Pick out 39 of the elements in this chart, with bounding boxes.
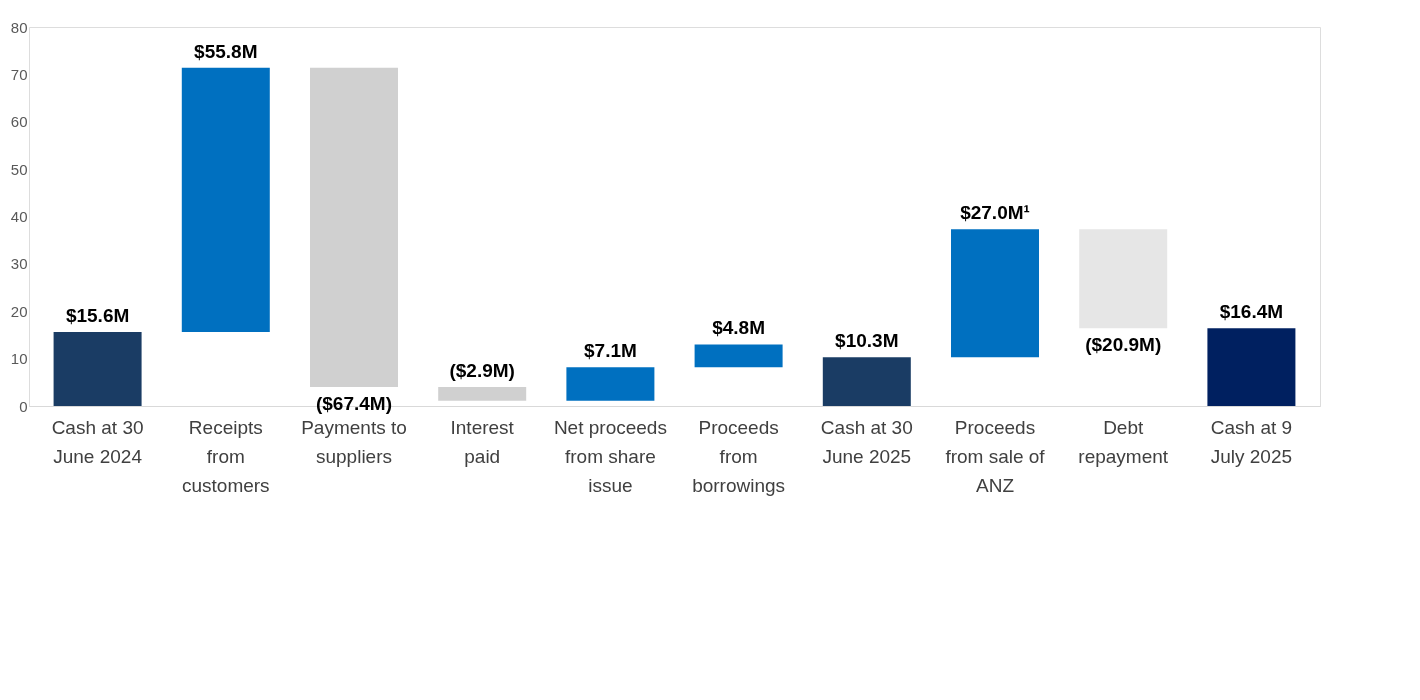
y-tick-label: 60: [10, 113, 28, 131]
y-tick-label: 50: [10, 160, 28, 178]
x-tick-label: Cash at 30 June 2025: [820, 416, 913, 467]
data-label: $4.8M: [712, 317, 766, 339]
bar: [53, 332, 142, 406]
x-tick-label: Payments to suppliers: [301, 416, 407, 467]
data-label: $10.3M: [835, 330, 899, 352]
x-tick-label: Proceeds from sale of ANZ: [945, 416, 1046, 496]
data-label: ($20.9M): [1085, 334, 1162, 356]
y-tick-label: 80: [10, 18, 28, 36]
data-label: $7.1M: [583, 340, 637, 362]
y-tick-label: 70: [10, 65, 28, 83]
y-tick-label: 0: [19, 397, 28, 415]
y-tick-label: 20: [10, 302, 28, 320]
bar: [1079, 229, 1168, 329]
bar: [822, 357, 911, 406]
y-tick-label: 10: [10, 350, 28, 368]
bar: [951, 229, 1040, 358]
y-tick-label: 40: [10, 208, 28, 225]
x-tick-label: Interest paid: [450, 416, 515, 467]
bar: [309, 67, 398, 388]
x-tick-label: Proceeds from borrowings: [692, 416, 786, 496]
data-label: ($67.4M): [315, 393, 393, 415]
x-tick-label: Receipts from customers: [181, 416, 270, 496]
data-label: $27.0M¹: [960, 202, 1030, 224]
bar: [438, 387, 527, 401]
x-tick-label: Net proceeds from share issue: [553, 416, 667, 496]
data-label: ($2.9M): [449, 360, 515, 382]
bar: [566, 367, 655, 401]
x-tick-label: Cash at 30 June 2024: [51, 416, 144, 467]
x-tick-label: Cash at 9 July 2025: [1210, 416, 1293, 467]
bar: [694, 344, 783, 368]
y-tick-label: 30: [10, 255, 28, 273]
data-label: $16.4M: [1219, 301, 1284, 323]
data-label: $55.8M: [194, 40, 258, 62]
data-label: $15.6M: [65, 305, 130, 327]
bar: [1207, 328, 1296, 406]
x-tick-label: Debt repayment: [1078, 416, 1169, 467]
bar: [181, 67, 270, 333]
